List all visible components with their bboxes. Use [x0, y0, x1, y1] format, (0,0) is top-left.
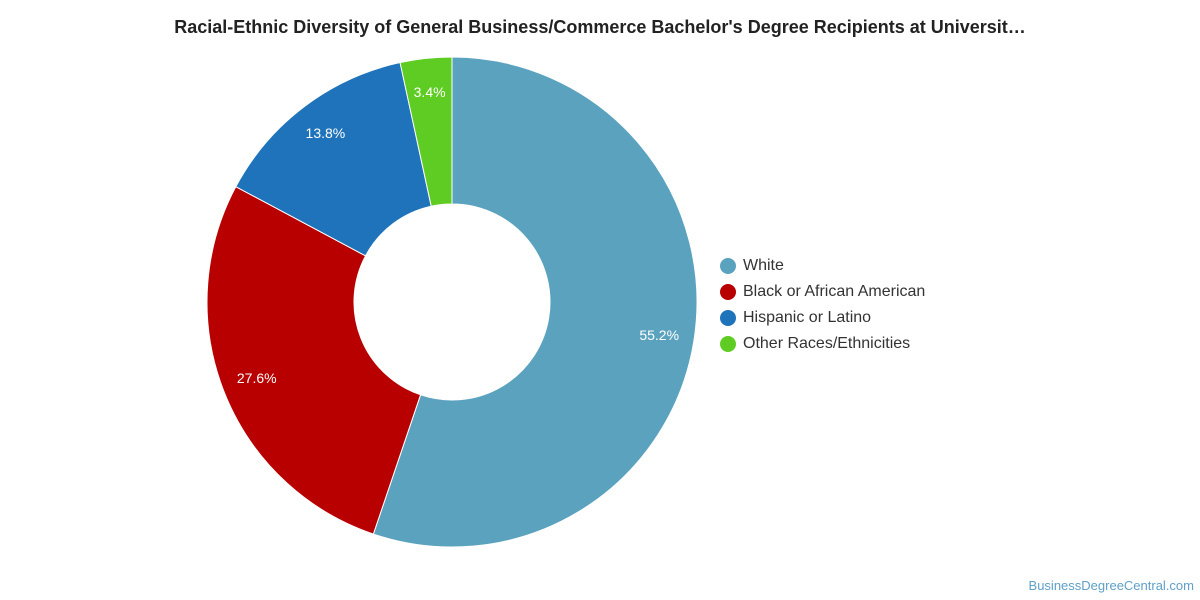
legend-label-black-or-african-american: Black or African American — [743, 283, 926, 300]
slice-value-label-black-or-african-american: 27.6% — [237, 370, 277, 386]
legend-swatch-hispanic-or-latino — [720, 310, 736, 326]
donut-slices — [206, 56, 698, 548]
legend-swatch-black-or-african-american — [720, 284, 736, 300]
legend-label-other-races-ethnicities: Other Races/Ethnicities — [743, 335, 911, 352]
source-watermark[interactable]: BusinessDegreeCentral.com — [1028, 578, 1194, 593]
legend-item-white[interactable]: White — [720, 253, 925, 279]
legend-label-white: White — [743, 257, 784, 274]
slice-value-label-other-races-ethnicities: 3.4% — [414, 84, 446, 100]
donut-slice-labels: 55.2% 27.6% 13.8% 3.4% — [237, 84, 679, 386]
legend-swatch-other-races-ethnicities — [720, 336, 736, 352]
donut-slice-white[interactable] — [372, 56, 698, 548]
legend-item-black-or-african-american[interactable]: Black or African American — [720, 279, 925, 305]
donut-slice-black-or-african-american[interactable] — [206, 186, 422, 535]
chart-legend: White Black or African American Hispanic… — [720, 253, 925, 357]
legend-swatch-white — [720, 258, 736, 274]
legend-item-hispanic-or-latino[interactable]: Hispanic or Latino — [720, 305, 925, 331]
legend-item-other-races-ethnicities[interactable]: Other Races/Ethnicities — [720, 331, 925, 357]
donut-slice-other-races-ethnicities[interactable] — [399, 56, 453, 207]
chart-title: Racial-Ethnic Diversity of General Busin… — [174, 17, 1026, 37]
slice-value-label-white: 55.2% — [639, 327, 679, 343]
slice-value-label-hispanic-or-latino: 13.8% — [306, 125, 346, 141]
donut-slice-hispanic-or-latino[interactable] — [235, 61, 432, 257]
legend-label-hispanic-or-latino: Hispanic or Latino — [743, 309, 872, 326]
